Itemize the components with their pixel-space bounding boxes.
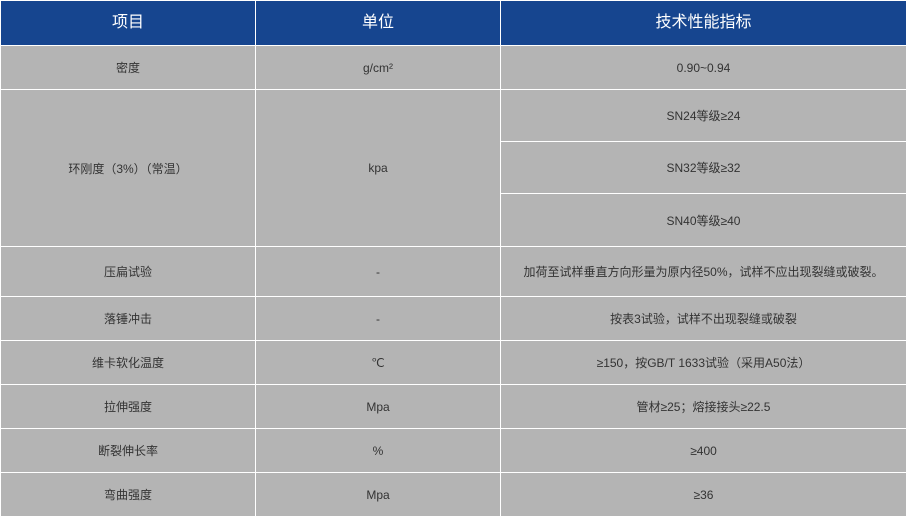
cell-spec-sub: SN32等级≥32	[501, 142, 906, 194]
cell-item: 压扁试验	[1, 247, 256, 297]
cell-item: 落锤冲击	[1, 297, 256, 341]
column-header: 技术性能指标	[501, 1, 906, 46]
cell-unit: %	[256, 429, 501, 473]
cell-spec: SN24等级≥24SN32等级≥32SN40等级≥40	[501, 90, 906, 247]
cell-spec: ≥150，按GB/T 1633试验（采用A50法）	[501, 341, 906, 385]
spec-table: 项目单位技术性能指标 密度g/cm²0.90~0.94环刚度（3%）（常温）kp…	[0, 0, 906, 517]
cell-unit: ℃	[256, 341, 501, 385]
table-row: 环刚度（3%）（常温）kpaSN24等级≥24SN32等级≥32SN40等级≥4…	[1, 90, 906, 247]
cell-item: 拉伸强度	[1, 385, 256, 429]
cell-item: 环刚度（3%）（常温）	[1, 90, 256, 247]
cell-item: 断裂伸长率	[1, 429, 256, 473]
table-row: 拉伸强度Mpa管材≥25；熔接接头≥22.5	[1, 385, 906, 429]
cell-unit: g/cm²	[256, 46, 501, 90]
cell-spec: 加荷至试样垂直方向形量为原内径50%，试样不应出现裂缝或破裂。	[501, 247, 906, 297]
table-row: 断裂伸长率%≥400	[1, 429, 906, 473]
column-header: 项目	[1, 1, 256, 46]
cell-unit: Mpa	[256, 385, 501, 429]
cell-item: 弯曲强度	[1, 473, 256, 517]
column-header: 单位	[256, 1, 501, 46]
cell-spec: 管材≥25；熔接接头≥22.5	[501, 385, 906, 429]
table-body: 密度g/cm²0.90~0.94环刚度（3%）（常温）kpaSN24等级≥24S…	[1, 46, 906, 517]
cell-item: 维卡软化温度	[1, 341, 256, 385]
cell-unit: -	[256, 297, 501, 341]
table-header-row: 项目单位技术性能指标	[1, 1, 906, 46]
cell-unit: -	[256, 247, 501, 297]
table-row: 压扁试验-加荷至试样垂直方向形量为原内径50%，试样不应出现裂缝或破裂。	[1, 247, 906, 297]
cell-unit: Mpa	[256, 473, 501, 517]
cell-spec: ≥36	[501, 473, 906, 517]
table-row: 落锤冲击-按表3试验，试样不出现裂缝或破裂	[1, 297, 906, 341]
table-row: 维卡软化温度℃≥150，按GB/T 1633试验（采用A50法）	[1, 341, 906, 385]
cell-item: 密度	[1, 46, 256, 90]
cell-spec: 按表3试验，试样不出现裂缝或破裂	[501, 297, 906, 341]
cell-spec: 0.90~0.94	[501, 46, 906, 90]
cell-spec-sub: SN24等级≥24	[501, 90, 906, 142]
cell-spec-sub: SN40等级≥40	[501, 194, 906, 246]
table-row: 弯曲强度Mpa≥36	[1, 473, 906, 517]
table-row: 密度g/cm²0.90~0.94	[1, 46, 906, 90]
cell-unit: kpa	[256, 90, 501, 247]
cell-spec: ≥400	[501, 429, 906, 473]
